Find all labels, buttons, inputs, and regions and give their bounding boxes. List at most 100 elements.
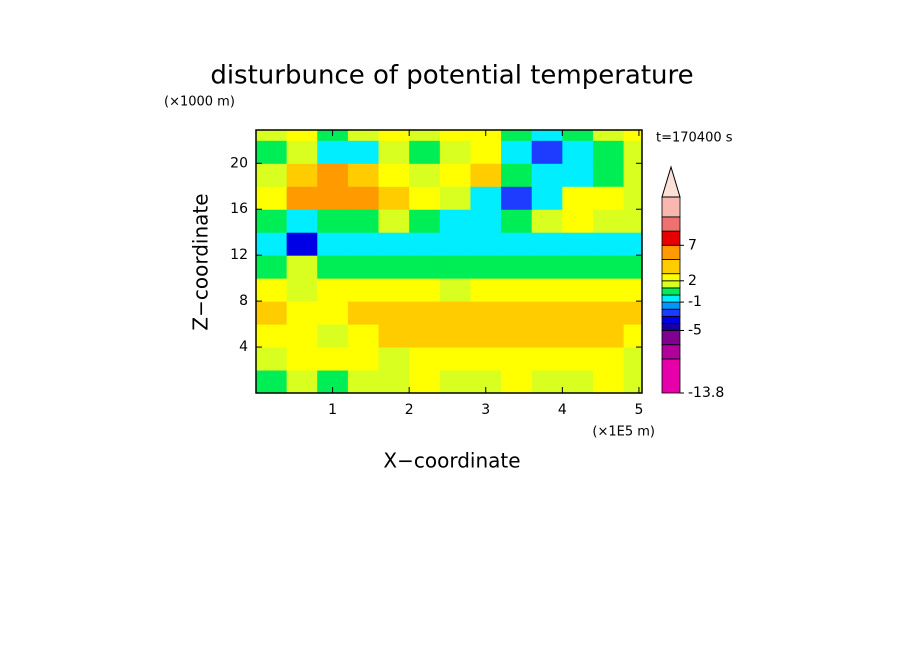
- contour-cell: [256, 347, 288, 371]
- x-axis-label: X−coordinate: [383, 449, 520, 473]
- contour-cell: [531, 255, 563, 279]
- contour-cell: [501, 278, 533, 302]
- plot-frame: [255, 129, 643, 394]
- contour-cell: [347, 186, 380, 210]
- contour-cell: [347, 278, 380, 302]
- contour-cell: [501, 209, 533, 233]
- contour-cell: [286, 370, 318, 393]
- contour-cell: [409, 209, 441, 233]
- contour-cell: [256, 209, 288, 233]
- y-unit-label: (×1000 m): [164, 95, 235, 110]
- contour-cell: [347, 140, 380, 164]
- colorbar-segment: [661, 308, 681, 317]
- contour-cell: [501, 186, 533, 210]
- contour-cell: [378, 232, 410, 256]
- contour-cell: [623, 163, 642, 187]
- contour-cell: [531, 370, 563, 393]
- contour-cell: [439, 140, 471, 164]
- contour-cell: [531, 186, 563, 210]
- contour-cell: [470, 130, 502, 141]
- contour-cell: [286, 278, 318, 302]
- contour-cell: [256, 186, 288, 210]
- contour-cell: [256, 278, 288, 302]
- contour-cell: [439, 278, 471, 302]
- contour-cell: [317, 347, 349, 371]
- contour-cell: [347, 130, 380, 141]
- contour-cell: [531, 278, 563, 302]
- contour-cell: [531, 301, 563, 325]
- y-tick-label: 4: [239, 339, 248, 355]
- contour-cell: [286, 163, 318, 187]
- contour-cell: [256, 324, 288, 348]
- contour-cell: [439, 255, 471, 279]
- contour-cell: [317, 370, 349, 393]
- contour-cell: [501, 140, 533, 164]
- contour-cell: [409, 255, 441, 279]
- contour-cell: [439, 301, 471, 325]
- contour-cell: [317, 186, 349, 210]
- contour-cell: [592, 278, 625, 302]
- contour-cell: [470, 347, 502, 371]
- contour-cell: [378, 255, 410, 279]
- contour-cell: [592, 232, 625, 256]
- contour-cell: [286, 324, 318, 348]
- y-tick-label: 20: [230, 155, 248, 171]
- contour-cell: [286, 347, 318, 371]
- contour-cell: [439, 370, 471, 393]
- contour-cell: [501, 130, 533, 141]
- contour-cell: [562, 255, 594, 279]
- contour-cell: [347, 209, 380, 233]
- contour-cell: [439, 324, 471, 348]
- contour-cell: [409, 278, 441, 302]
- chart-title: disturbunce of potential temperature: [210, 61, 693, 91]
- contour-cell: [378, 186, 410, 210]
- colorbar-segment: [661, 244, 681, 260]
- colorbar-segment: [661, 230, 681, 246]
- contour-cell: [623, 324, 642, 348]
- contour-cell: [562, 301, 594, 325]
- contour-cell: [470, 370, 502, 393]
- contour-cell: [256, 232, 288, 256]
- contour-cell: [531, 163, 563, 187]
- colorbar-segment: [661, 323, 681, 331]
- contour-cell: [286, 209, 318, 233]
- contour-cell: [470, 140, 502, 164]
- contour-cell: [470, 232, 502, 256]
- contour-cell: [501, 301, 533, 325]
- contour-cell: [286, 130, 318, 141]
- contour-cell: [592, 347, 625, 371]
- contour-cell: [347, 347, 380, 371]
- contour-cell: [531, 324, 563, 348]
- colorbar-tick-label: 7: [688, 237, 697, 253]
- contour-cell: [531, 140, 563, 164]
- contour-cell: [317, 209, 349, 233]
- contour-cell: [592, 140, 625, 164]
- contour-cell: [317, 232, 349, 256]
- colorbar-segment: [661, 287, 681, 296]
- contour-cell: [317, 255, 349, 279]
- contour-cell: [592, 370, 625, 393]
- y-tick-label: 8: [239, 293, 248, 309]
- contour-cell: [256, 130, 288, 141]
- contour-cell: [470, 186, 502, 210]
- contour-cell: [256, 163, 288, 187]
- contour-cell: [317, 301, 349, 325]
- contour-cell: [470, 324, 502, 348]
- colorbar-tick-label: -1: [688, 294, 702, 310]
- contour-cell: [562, 130, 594, 141]
- colorbar-segment: [661, 301, 681, 310]
- colorbar-segment: [661, 273, 681, 282]
- contour-cell: [439, 232, 471, 256]
- contour-cell: [470, 255, 502, 279]
- contour-cell: [256, 140, 288, 164]
- contour-cell: [439, 130, 471, 141]
- contour-cell: [378, 130, 410, 141]
- contour-cell: [347, 301, 380, 325]
- contour-cell: [409, 324, 441, 348]
- contour-cell: [531, 130, 563, 141]
- contour-cell: [317, 130, 349, 141]
- contour-cell: [562, 140, 594, 164]
- colorbar-segment: [661, 330, 681, 346]
- contour-cell: [409, 301, 441, 325]
- contour-cell: [562, 163, 594, 187]
